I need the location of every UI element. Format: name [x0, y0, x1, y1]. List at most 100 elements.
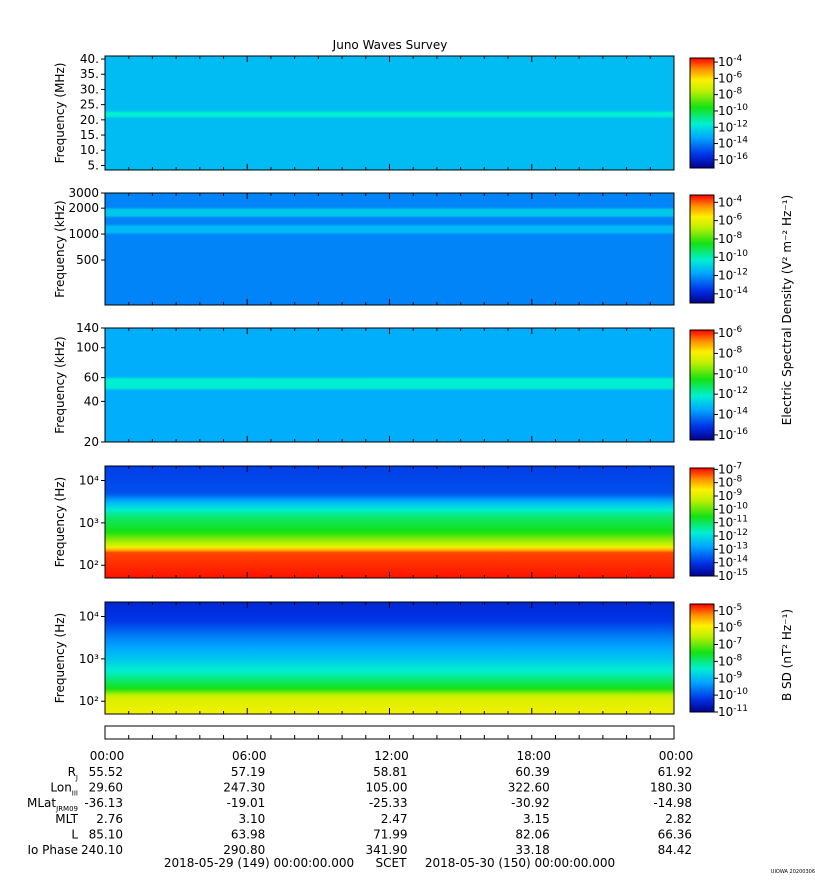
- y-tick-label: 20.: [80, 113, 99, 127]
- y-axis-label: Frequency (Hz): [53, 477, 67, 568]
- y-tick-label: 1000: [68, 227, 99, 241]
- colorbar-tick-label: 10-10: [718, 249, 748, 264]
- spectrogram-panel-1: 5.10.15.20.25. 30.35.40. Frequency (MHz) 10…: [53, 52, 748, 172]
- ephemeris-label: RJ: [68, 765, 78, 782]
- footer-start-date: 2018-05-29 (149) 00:00:00.000: [164, 856, 354, 870]
- ephemeris-label: Io Phase: [27, 843, 78, 857]
- ephemeris-value: 322.60: [508, 781, 550, 795]
- time-tick-label: 06:00: [232, 749, 267, 763]
- ephemeris-value: -36.13: [84, 796, 123, 810]
- colorbar-tick-label: 10-10: [718, 687, 748, 702]
- y-tick-label: 20: [84, 435, 99, 449]
- y-axis-label: Frequency (Hz): [53, 613, 67, 704]
- colorbar-tick-label: 10-12: [718, 268, 748, 283]
- y-tick-label: 15.: [80, 128, 99, 142]
- colorbar-tick-label: 10-8: [718, 345, 743, 360]
- y-tick-label: 60: [84, 371, 99, 385]
- ephemeris-value: -14.98: [653, 796, 692, 810]
- colorbar-tick-label: 10-9: [718, 670, 743, 685]
- colorbar-tick-label: 10-14: [718, 136, 748, 151]
- footer-stamp: UIOWA 20200306: [771, 869, 815, 875]
- colorbar-tick-label: 10-15: [718, 568, 748, 583]
- time-tick-label: 00:00: [659, 749, 694, 763]
- ephemeris-value: 85.10: [89, 827, 123, 841]
- ephemeris-value: 33.18: [515, 843, 549, 857]
- footer-scet-label: SCET: [376, 856, 408, 870]
- y-tick-label: 10.: [80, 143, 99, 157]
- y-tick-label: 40.: [80, 52, 99, 66]
- spectrogram-panel-3: 20 40 60 100 140 Frequency (kHz) 10-6 10-8 10-10…: [53, 321, 748, 449]
- y-tick-label: 10³: [79, 652, 99, 666]
- ephemeris-value: 2.47: [381, 812, 408, 826]
- ephemeris-label: L: [71, 827, 78, 841]
- colorbar-tick-label: 10-14: [718, 286, 748, 301]
- ephemeris-value: 63.98: [231, 827, 265, 841]
- ephemeris-value: 71.99: [373, 827, 407, 841]
- footer-end-date: 2018-05-30 (150) 00:00:00.000: [425, 856, 615, 870]
- colorbar: [689, 329, 715, 441]
- ephemeris-value: 2.76: [96, 812, 123, 826]
- ephemeris-value: -30.92: [511, 796, 550, 810]
- ephemeris-value: 55.52: [89, 765, 123, 779]
- ephemeris-value: 2.82: [665, 812, 692, 826]
- time-tick-label: 00:00: [90, 749, 125, 763]
- ephemeris-value: -19.01: [227, 796, 266, 810]
- y-tick-label: 10⁴: [79, 474, 99, 488]
- y-tick-label: 10²: [79, 694, 99, 708]
- colorbar-tick-label: 10-6: [718, 213, 743, 228]
- colorbar-tick-label: 10-16: [718, 427, 748, 442]
- y-tick-label: 35.: [80, 67, 99, 81]
- y-tick-label: 2000: [68, 201, 99, 215]
- time-tick-label: 18:00: [516, 749, 551, 763]
- colorbar: [689, 194, 715, 304]
- y-tick-label: 3000: [68, 186, 99, 200]
- ephemeris-label: MLatJRM09: [27, 796, 78, 813]
- y-tick-label: 100: [76, 341, 99, 355]
- y-tick-label: 30.: [80, 82, 99, 96]
- y-tick-label: 10⁴: [79, 610, 99, 624]
- spectrogram-heatmap: [105, 193, 674, 305]
- colorbar: [689, 467, 715, 577]
- colorbar-label-magnetic: B SD (nT² Hz⁻¹): [780, 609, 794, 701]
- spectrogram-heatmap: [105, 56, 674, 170]
- y-axis-label: Frequency (kHz): [53, 336, 67, 433]
- colorbar-tick-label: 10-10: [718, 366, 748, 381]
- ephemeris-value: 29.60: [89, 781, 123, 795]
- colorbar-tick-label: 10-16: [718, 152, 748, 167]
- ephemeris-value: 341.90: [366, 843, 408, 857]
- y-tick-label: 140: [76, 321, 99, 335]
- ephemeris-value: 60.39: [515, 765, 549, 779]
- time-tick-label: 12:00: [374, 749, 409, 763]
- ephemeris-value: 180.30: [650, 781, 692, 795]
- ephemeris-value: 3.10: [239, 812, 266, 826]
- y-axis-label: Frequency (kHz): [53, 200, 67, 297]
- ephemeris-value: 57.19: [231, 765, 265, 779]
- y-tick-label: 40: [84, 394, 99, 408]
- ephemeris-value: 105.00: [366, 781, 408, 795]
- spectrogram-heatmap: [105, 602, 674, 714]
- ephemeris-label: LonIII: [50, 781, 78, 798]
- colorbar: [689, 57, 715, 169]
- ephemeris-value: 247.30: [223, 781, 265, 795]
- colorbar-tick-label: 10-6: [718, 325, 743, 340]
- ephemeris-value: 290.80: [223, 843, 265, 857]
- chart-title: Juno Waves Survey: [332, 38, 448, 52]
- y-tick-label: 25.: [80, 98, 99, 112]
- colorbar-tick-label: 10-11: [718, 704, 748, 719]
- colorbar: [689, 603, 715, 713]
- colorbar-tick-label: 10-8: [718, 231, 743, 246]
- colorbar-tick-label: 10-4: [718, 54, 743, 69]
- ephemeris-value: 58.81: [373, 765, 407, 779]
- y-tick-label: 10²: [79, 558, 99, 572]
- spectrogram-panel-5: 10² 10³ 10⁴ Frequency (Hz) 10-5 10-6 10-710-8 1…: [53, 601, 748, 719]
- ephemeris-value: 240.10: [81, 843, 123, 857]
- y-tick-label: 10³: [79, 516, 99, 530]
- ephemeris-value: 3.15: [523, 812, 550, 826]
- ephemeris-label: MLT: [55, 812, 78, 826]
- ephemeris-value: 82.06: [515, 827, 549, 841]
- colorbar-tick-label: 10-8: [718, 653, 743, 668]
- colorbar-tick-label: 10-4: [718, 194, 743, 209]
